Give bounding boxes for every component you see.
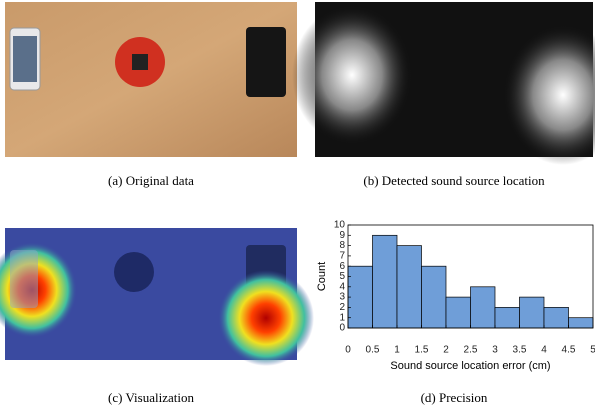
bar (348, 266, 373, 328)
photo-visualization (0, 228, 314, 366)
x-tick-label: 2.5 (464, 345, 478, 356)
y-tick-label: 5 (339, 271, 345, 282)
figure: (a) Original data (b) Detected sound sou… (0, 0, 595, 414)
caption: (a) Original data (108, 173, 194, 188)
x-tick-label: 0.5 (366, 345, 380, 356)
caption: (c) Visualization (108, 390, 194, 405)
x-tick-label: 0 (345, 345, 351, 356)
x-tick-label: 4.5 (562, 345, 576, 356)
photo-original (5, 2, 297, 157)
caption: (b) Detected sound source location (363, 173, 545, 188)
bar (569, 318, 594, 328)
bar (520, 297, 545, 328)
x-tick-label: 3 (492, 345, 498, 356)
x-tick-label: 3.5 (513, 345, 527, 356)
page: {"captions": ["(a) Original data", "(b) … (0, 0, 595, 414)
bar (544, 307, 569, 328)
x-tick-label: 1.5 (415, 345, 429, 356)
y-tick-label: 2 (339, 302, 345, 313)
y-tick-label: 6 (339, 261, 345, 272)
y-tick-label: 0 (339, 323, 345, 334)
photo-detected (292, 2, 595, 165)
caption: (d) Precision (421, 390, 488, 405)
x-tick-label: 1 (394, 345, 400, 356)
bar (422, 266, 447, 328)
x-tick-label: 2 (443, 345, 449, 356)
x-axis-label: Sound source location error (cm) (390, 360, 550, 372)
bar (373, 235, 398, 328)
y-tick-label: 9 (339, 230, 345, 241)
bar (446, 297, 471, 328)
y-tick-label: 10 (334, 220, 346, 231)
x-tick-label: 5 (590, 345, 595, 356)
x-tick-label: 4 (541, 345, 547, 356)
y-axis-label: Count (316, 262, 328, 291)
y-tick-label: 3 (339, 292, 345, 303)
y-tick-label: 4 (339, 281, 345, 292)
bar (471, 287, 496, 328)
bar (397, 246, 422, 328)
bar (495, 307, 520, 328)
y-tick-label: 8 (339, 240, 345, 251)
y-tick-label: 7 (339, 251, 345, 262)
y-tick-label: 1 (339, 312, 345, 323)
